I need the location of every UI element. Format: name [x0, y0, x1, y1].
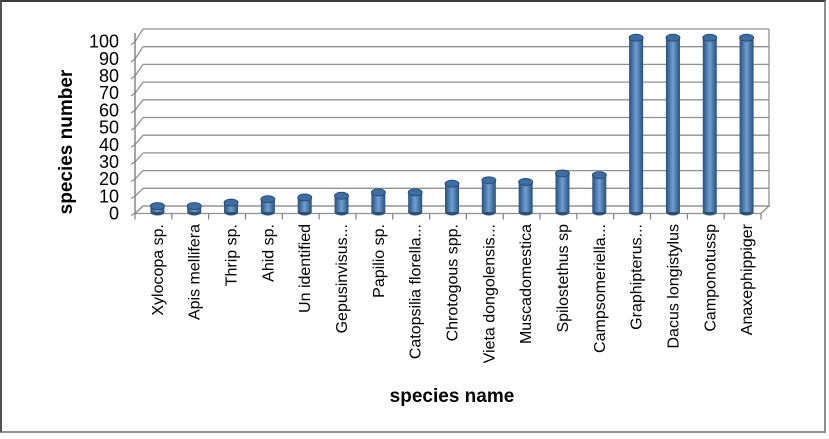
category-label: Muscadomestica [518, 224, 535, 344]
category-label: Campsomeriella... [592, 224, 609, 353]
category-label: Dacus longistylus [665, 224, 682, 349]
bar-top-cap [334, 191, 349, 200]
y-tick [130, 117, 144, 131]
bar-top-cap [481, 176, 497, 185]
bar-13 [591, 171, 607, 216]
y-tick [130, 170, 144, 182]
category-label: Spilostethus sp [555, 224, 572, 333]
y-tick-label: 90 [99, 49, 119, 69]
y-tick-label: 10 [99, 186, 119, 206]
bar-top-cap [186, 202, 202, 211]
bar-body [371, 192, 386, 212]
category-label: Thrip sp. [224, 224, 241, 286]
category-label: Anaxephippiger [739, 223, 756, 335]
bar-9 [444, 179, 460, 216]
bar-top-cap [370, 188, 386, 197]
y-tick [130, 134, 144, 148]
bar-top-cap [628, 33, 644, 42]
bar-10 [481, 176, 497, 216]
bar-top-cap [518, 178, 534, 186]
category-label: Ahid sp. [260, 224, 277, 282]
bar-1 [149, 202, 165, 216]
bar-top-cap [149, 202, 165, 211]
y-tick-label: 30 [99, 152, 119, 172]
bar-top-cap [297, 193, 313, 202]
category-label: Catopsilia florella... [408, 224, 425, 359]
category-label: Graphipterus... [629, 224, 646, 330]
bar-body [739, 37, 754, 213]
bar-5 [297, 193, 313, 216]
bar-top-cap [665, 33, 681, 42]
x-axis-title: species name [389, 386, 515, 407]
bar-12 [555, 169, 570, 216]
bar-top-cap [444, 179, 460, 188]
bar-body [592, 175, 607, 212]
y-tick [130, 64, 144, 80]
y-tick-label: 0 [109, 204, 119, 224]
x-ticks [134, 213, 762, 220]
bar-body [224, 202, 239, 212]
bar-8 [407, 188, 423, 216]
bar-top-cap [223, 198, 239, 207]
bar-body [297, 197, 312, 212]
y-tick-label: 70 [99, 83, 119, 103]
bar-15 [665, 33, 681, 216]
bar-body [665, 37, 680, 213]
bar-3 [223, 198, 239, 216]
bar-11 [518, 178, 534, 216]
bar-17 [739, 33, 755, 216]
bar-top-cap [260, 195, 276, 204]
y-tick [130, 28, 144, 46]
bars [149, 33, 755, 216]
y-tick-label: 60 [99, 100, 119, 120]
y-tick-label: 50 [99, 118, 119, 138]
bar-7 [370, 188, 386, 216]
category-label: Camponotussp [702, 224, 719, 332]
bar-body [629, 37, 644, 213]
y-tick-label: 20 [99, 169, 119, 189]
category-label: Gepusinvisus... [334, 224, 351, 333]
bar-4 [260, 195, 276, 216]
bar-body [702, 37, 717, 213]
y-tick [130, 187, 144, 199]
bar-top-cap [702, 33, 718, 42]
y-tick [130, 46, 144, 63]
bar-body [334, 195, 349, 212]
bar-top-cap [407, 188, 423, 197]
category-label: Papilio sp. [371, 224, 388, 298]
y-tick-label: 100 [89, 32, 119, 52]
bar-top-cap [591, 171, 607, 180]
bar-14 [628, 33, 644, 216]
bar-body [481, 180, 496, 212]
category-label: Apis mellifera [187, 224, 204, 320]
y-tick [130, 99, 144, 114]
bar-top-cap [739, 33, 755, 42]
y-tick-label: 80 [99, 66, 119, 86]
bar-body [555, 173, 570, 212]
bar-body [408, 192, 423, 212]
y-tick [130, 152, 144, 165]
y-tick [130, 81, 144, 97]
category-labels: Xylocopa sp. Apis mellifera Thrip sp. Ahid … [150, 223, 756, 363]
bar-2 [186, 202, 202, 216]
bar-body [518, 182, 533, 212]
category-label: Chrotogous spp. [445, 224, 462, 341]
bar-body [445, 183, 459, 212]
bar-6 [334, 191, 349, 216]
category-label: Vieta dongolensis... [481, 224, 498, 363]
floor [133, 205, 771, 215]
bar-16 [702, 33, 718, 216]
category-label: Xylocopa sp. [150, 224, 167, 316]
y-tick-label: 40 [99, 135, 119, 155]
bar-top-cap [555, 169, 570, 178]
category-label: Un identified [297, 224, 314, 313]
y-axis-title: species number [56, 69, 77, 215]
